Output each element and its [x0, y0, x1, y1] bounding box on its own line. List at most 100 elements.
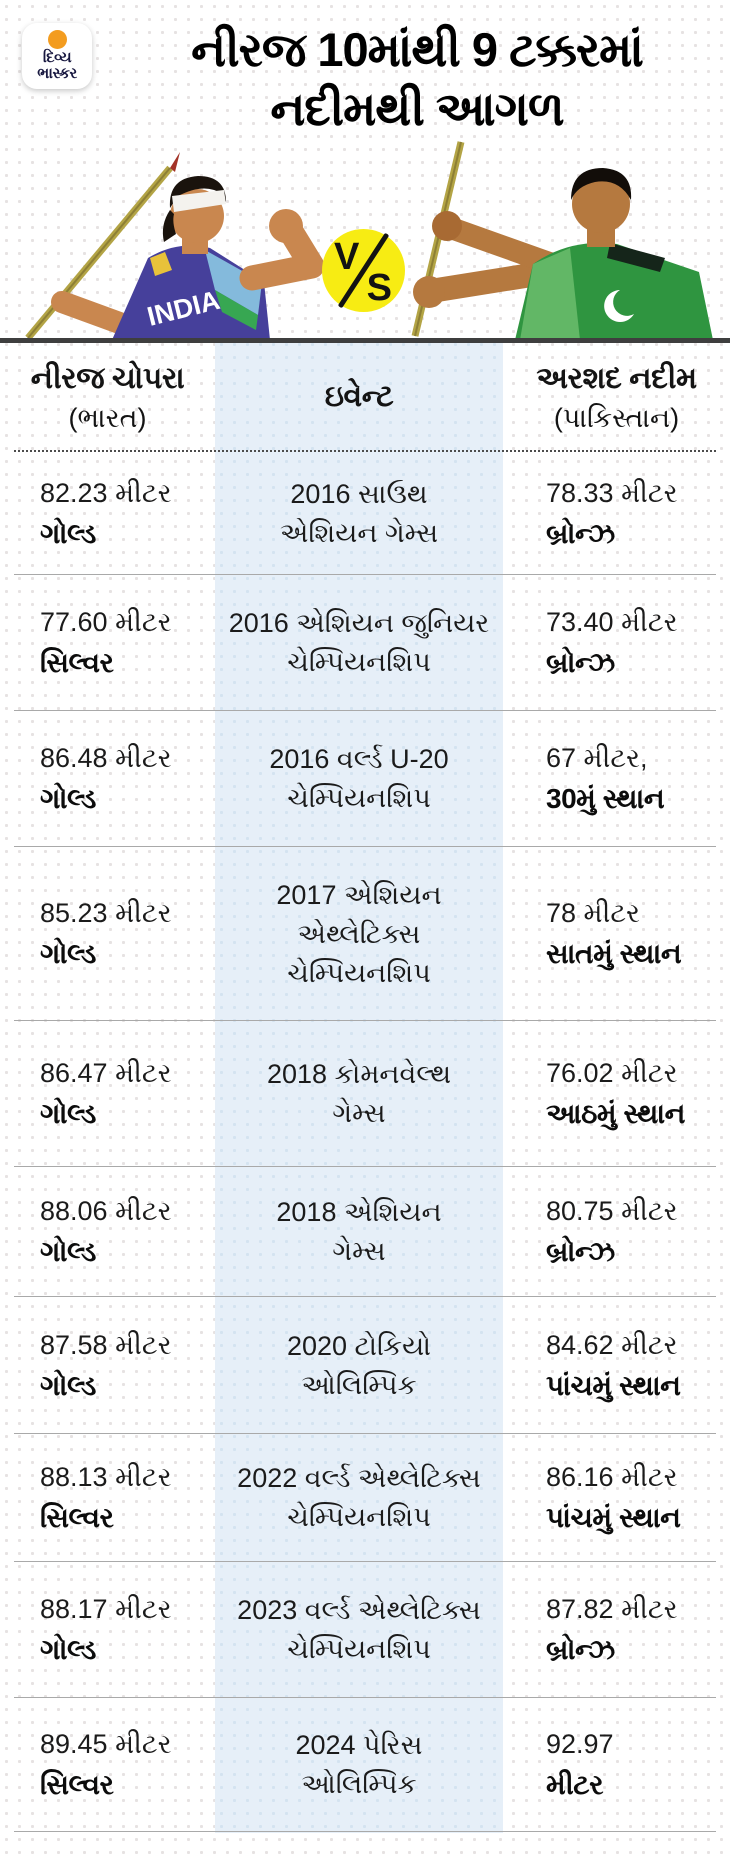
column-header-neeraj-name: નીરજ ચોપરા	[30, 361, 185, 395]
neeraj-mark: 77.60 મીટર	[40, 607, 172, 637]
neeraj-cell: 88.13 મીટર સિલ્વર	[0, 1434, 215, 1562]
neeraj-result: ગોલ્ડ	[40, 938, 96, 969]
neeraj-mark: 85.23 મીટર	[40, 898, 172, 928]
page-title: નીરજ 10માંથી 9 ટક્કરમાં નદીમથી આગળ	[112, 20, 722, 138]
event-cell: 2018 કોમનવેલ્થ ગેમ્સ	[215, 1021, 503, 1167]
nadeem-cell: 87.82 મીટર બ્રોન્ઝ	[503, 1562, 730, 1698]
table-row: 82.23 મીટર ગોલ્ડ 2016 સાઉથ એશિયન ગેમ્સ 7…	[0, 452, 730, 575]
nadeem-cell: 67 મીટર, 30મું સ્થાન	[503, 711, 730, 847]
neeraj-result: ગોલ્ડ	[40, 1369, 96, 1401]
page-title-line2: નદીમથી આગળ	[270, 82, 564, 135]
nadeem-result: બ્રોન્ઝ	[546, 647, 615, 678]
event-name: 2018 એશિયન ગેમ્સ	[276, 1197, 442, 1266]
column-header-nadeem-country: (પાકિસ્તાન)	[553, 402, 680, 433]
event-cell: 2022 વર્લ્ડ એથ્લેટિક્સ ચેમ્પિયનશિપ	[215, 1434, 503, 1562]
divya-bhaskar-logo: દિવ્ય ભાસ્કર	[22, 23, 92, 89]
column-header-nadeem: અરશદ નદીમ (પાકિસ્તાન)	[503, 358, 730, 436]
neeraj-cell: 77.60 મીટર સિલ્વર	[0, 575, 215, 711]
nadeem-cell: 78.33 મીટર બ્રોન્ઝ	[503, 452, 730, 575]
event-name: 2017 એશિયન એથ્લેટિક્સ ચેમ્પિયનશિપ	[276, 879, 442, 988]
event-name: 2016 વર્લ્ડ U-20 ચેમ્પિયનશિપ	[269, 744, 449, 813]
neeraj-mark: 88.13 મીટર	[40, 1462, 172, 1492]
logo-sun-icon	[47, 30, 67, 49]
nadeem-result: પાંચમું સ્થાન	[546, 1502, 681, 1533]
event-cell: 2016 સાઉથ એશિયન ગેમ્સ	[215, 452, 503, 575]
table-row: 86.47 મીટર ગોલ્ડ 2018 કોમનવેલ્થ ગેમ્સ 76…	[0, 1021, 730, 1167]
comparison-table: નીરજ ચોપરા (ભારત) ઇવેન્ટ અરશદ નદીમ (પાકિ…	[0, 338, 730, 1832]
neeraj-photo: INDIA	[0, 130, 365, 341]
neeraj-mark: 86.47 મીટર	[40, 1058, 172, 1088]
event-name: 2016 એશિયન જુનિયર ચેમ્પિયનશિપ	[228, 608, 490, 677]
neeraj-cell: 86.48 મીટર ગોલ્ડ	[0, 711, 215, 847]
event-cell: 2017 એશિયન એથ્લેટિક્સ ચેમ્પિયનશિપ	[215, 847, 503, 1021]
event-name: 2023 વર્લ્ડ એથ્લેટિક્સ ચેમ્પિયનશિપ	[237, 1595, 481, 1664]
nadeem-cell: 73.40 મીટર બ્રોન્ઝ	[503, 575, 730, 711]
event-name: 2016 સાઉથ એશિયન ગેમ્સ	[279, 478, 439, 548]
event-cell: 2016 વર્લ્ડ U-20 ચેમ્પિયનશિપ	[215, 711, 503, 847]
vs-letter-v: V	[334, 236, 360, 278]
nadeem-mark: 92.97	[546, 1729, 614, 1759]
neeraj-cell: 88.06 મીટર ગોલ્ડ	[0, 1167, 215, 1297]
nadeem-mark: 76.02 મીટર	[546, 1058, 678, 1088]
nadeem-mark: 67 મીટર,	[546, 743, 648, 773]
arshad-photo	[365, 130, 730, 340]
column-header-event: ઇવેન્ટ	[215, 376, 503, 418]
column-header-nadeem-name: અરશદ નદીમ	[536, 361, 697, 395]
logo-text-line2: ભાસ્કર	[37, 65, 77, 82]
neeraj-mark: 89.45 મીટર	[40, 1729, 172, 1759]
event-cell: 2020 ટોકિયો ઓલિમ્પિક	[215, 1297, 503, 1434]
neeraj-mark: 87.58 મીટર	[40, 1329, 172, 1360]
neeraj-result: ગોલ્ડ	[40, 783, 96, 814]
event-name: 2024 પેરિસ ઓલિમ્પિક	[295, 1730, 423, 1799]
table-row: 88.13 મીટર સિલ્વર 2022 વર્લ્ડ એથ્લેટિક્સ…	[0, 1434, 730, 1562]
event-name: 2018 કોમનવેલ્થ ગેમ્સ	[266, 1059, 452, 1128]
neeraj-cell: 87.58 મીટર ગોલ્ડ	[0, 1297, 215, 1434]
neeraj-mark: 88.17 મીટર	[40, 1594, 172, 1624]
nadeem-result: બ્રોન્ઝ	[546, 517, 615, 549]
column-header-neeraj-country: (ભારત)	[68, 402, 147, 433]
nadeem-result: બ્રોન્ઝ	[546, 1236, 615, 1267]
table-row: 89.45 મીટર સિલ્વર 2024 પેરિસ ઓલિમ્પિક 92…	[0, 1698, 730, 1832]
nadeem-cell: 78 મીટર સાતમું સ્થાન	[503, 847, 730, 1021]
nadeem-result: પાંચમું સ્થાન	[546, 1369, 681, 1401]
neeraj-result: સિલ્વર	[40, 1769, 114, 1800]
vs-badge: V S	[322, 229, 405, 312]
event-cell: 2023 વર્લ્ડ એથ્લેટિક્સ ચેમ્પિયનશિપ	[215, 1562, 503, 1698]
neeraj-mark: 88.06 મીટર	[40, 1196, 172, 1226]
neeraj-result: ગોલ્ડ	[40, 1098, 96, 1129]
event-column-background	[215, 338, 503, 1833]
nadeem-mark: 78 મીટર	[546, 898, 640, 928]
nadeem-mark: 73.40 મીટર	[546, 607, 678, 637]
neeraj-cell: 86.47 મીટર ગોલ્ડ	[0, 1021, 215, 1167]
neeraj-mark: 82.23 મીટર	[40, 477, 172, 508]
nadeem-result: 30મું સ્થાન	[546, 783, 665, 814]
event-name: 2020 ટોકિયો ઓલિમ્પિક	[286, 1330, 432, 1400]
neeraj-cell: 88.17 મીટર ગોલ્ડ	[0, 1562, 215, 1698]
neeraj-cell: 89.45 મીટર સિલ્વર	[0, 1698, 215, 1832]
neeraj-result: ગોલ્ડ	[40, 517, 96, 549]
table-row: 87.58 મીટર ગોલ્ડ 2020 ટોકિયો ઓલિમ્પિક 84…	[0, 1297, 730, 1434]
neeraj-mark: 86.48 મીટર	[40, 743, 172, 773]
event-cell: 2024 પેરિસ ઓલિમ્પિક	[215, 1698, 503, 1832]
nadeem-mark: 84.62 મીટર	[546, 1329, 678, 1360]
nadeem-cell: 86.16 મીટર પાંચમું સ્થાન	[503, 1434, 730, 1562]
table-row: 88.06 મીટર ગોલ્ડ 2018 એશિયન ગેમ્સ 80.75 …	[0, 1167, 730, 1297]
nadeem-cell: 76.02 મીટર આઠમું સ્થાન	[503, 1021, 730, 1167]
nadeem-result: આઠમું સ્થાન	[546, 1098, 686, 1129]
table-row: 86.48 મીટર ગોલ્ડ 2016 વર્લ્ડ U-20 ચેમ્પિ…	[0, 711, 730, 847]
neeraj-result: ગોલ્ડ	[40, 1236, 96, 1267]
table-row: 88.17 મીટર ગોલ્ડ 2023 વર્લ્ડ એથ્લેટિક્સ …	[0, 1562, 730, 1698]
neeraj-result: સિલ્વર	[40, 1502, 114, 1533]
table-row: 77.60 મીટર સિલ્વર 2016 એશિયન જુનિયર ચેમ્…	[0, 575, 730, 711]
neeraj-result: ગોલ્ડ	[40, 1634, 96, 1665]
nadeem-mark: 78.33 મીટર	[546, 477, 678, 508]
table-header: નીરજ ચોપરા (ભારત) ઇવેન્ટ અરશદ નદીમ (પાકિ…	[0, 343, 730, 450]
nadeem-cell: 84.62 મીટર પાંચમું સ્થાન	[503, 1297, 730, 1434]
column-header-event-name: ઇવેન્ટ	[324, 379, 394, 413]
neeraj-cell: 85.23 મીટર ગોલ્ડ	[0, 847, 215, 1021]
table-row: 85.23 મીટર ગોલ્ડ 2017 એશિયન એથ્લેટિક્સ ચ…	[0, 847, 730, 1021]
nadeem-mark: 87.82 મીટર	[546, 1594, 678, 1624]
neeraj-illustration: INDIA	[25, 152, 325, 341]
event-name: 2022 વર્લ્ડ એથ્લેટિક્સ ચેમ્પિયનશિપ	[237, 1463, 481, 1532]
